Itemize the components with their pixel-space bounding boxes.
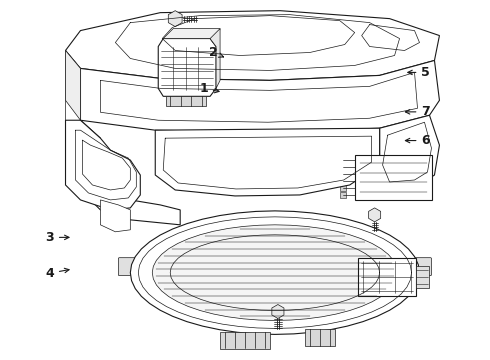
Polygon shape	[130, 211, 419, 334]
Polygon shape	[168, 11, 182, 27]
Polygon shape	[158, 39, 216, 96]
Polygon shape	[210, 28, 220, 88]
Polygon shape	[152, 225, 397, 320]
Polygon shape	[416, 266, 429, 288]
Polygon shape	[80, 120, 180, 225]
Polygon shape	[163, 28, 220, 46]
Bar	[340, 171, 346, 177]
Polygon shape	[166, 96, 206, 106]
Polygon shape	[155, 128, 380, 196]
Text: 3: 3	[45, 231, 69, 244]
Bar	[340, 192, 346, 198]
Text: 1: 1	[199, 82, 219, 95]
Polygon shape	[355, 155, 433, 200]
Polygon shape	[305, 329, 335, 346]
Text: 7: 7	[405, 105, 430, 118]
Polygon shape	[358, 258, 416, 296]
Text: 5: 5	[408, 66, 430, 79]
Text: 2: 2	[209, 46, 223, 59]
Polygon shape	[66, 50, 80, 120]
Polygon shape	[220, 332, 270, 349]
Bar	[340, 164, 346, 170]
Polygon shape	[80, 60, 440, 132]
Polygon shape	[66, 11, 440, 80]
Polygon shape	[380, 115, 440, 188]
Bar	[340, 178, 346, 184]
Polygon shape	[100, 200, 130, 232]
Text: 4: 4	[45, 267, 69, 280]
Polygon shape	[66, 120, 140, 210]
Polygon shape	[66, 50, 80, 140]
Bar	[340, 157, 346, 163]
Polygon shape	[272, 305, 284, 319]
FancyBboxPatch shape	[119, 258, 136, 276]
Bar	[340, 185, 346, 191]
FancyBboxPatch shape	[414, 258, 432, 276]
Text: 6: 6	[405, 134, 430, 147]
Polygon shape	[368, 208, 381, 222]
